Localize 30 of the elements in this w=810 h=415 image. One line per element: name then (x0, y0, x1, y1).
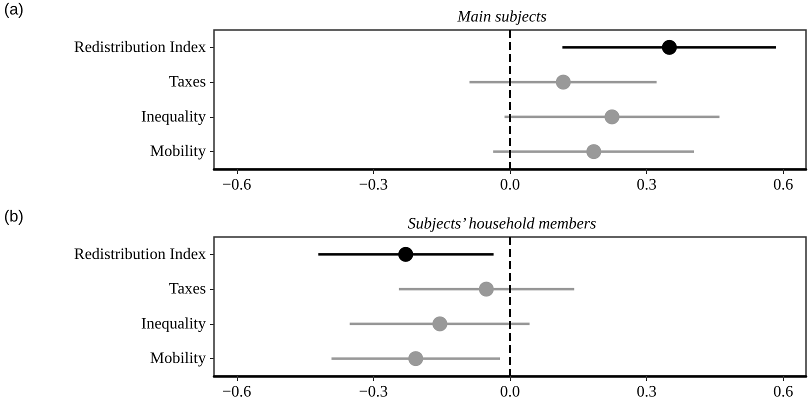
text: (b) (4, 208, 24, 226)
point (556, 74, 571, 90)
y-tick-label: Redistribution Index (74, 38, 206, 56)
y-tick-label: Mobility (150, 143, 206, 160)
x-tick-label: −0.6 (222, 176, 252, 194)
chart-title: Subjects’ household members (408, 216, 596, 232)
x-tick-label: −0.3 (358, 384, 388, 400)
y-tick-label: Redistribution Index (74, 246, 206, 263)
text: (a) (4, 2, 24, 18)
x-tick-label: 0.6 (773, 384, 794, 400)
y-tick-label: Inequality (141, 315, 206, 332)
point (586, 144, 602, 160)
point (604, 109, 620, 124)
point (398, 246, 414, 262)
x-tick-label: 0.6 (773, 176, 794, 194)
x-tick-label: 0.0 (500, 176, 520, 194)
x-tick-label: −0.3 (358, 176, 388, 194)
y-tick-label: Taxes (168, 74, 206, 91)
point (432, 316, 448, 332)
y-tick-label: Inequality (141, 108, 206, 126)
x-tick-label: 0.3 (636, 176, 657, 194)
chart-title: Main subjects (456, 8, 547, 26)
x-tick-label: −0.6 (222, 384, 252, 400)
point (408, 351, 424, 366)
point (478, 282, 494, 297)
y-tick-label: Mobility (150, 350, 206, 368)
x-tick-label: 0.3 (636, 384, 657, 400)
y-tick-label: Taxes (168, 280, 206, 298)
x-tick-label: 0.0 (500, 384, 520, 400)
point (662, 40, 677, 55)
